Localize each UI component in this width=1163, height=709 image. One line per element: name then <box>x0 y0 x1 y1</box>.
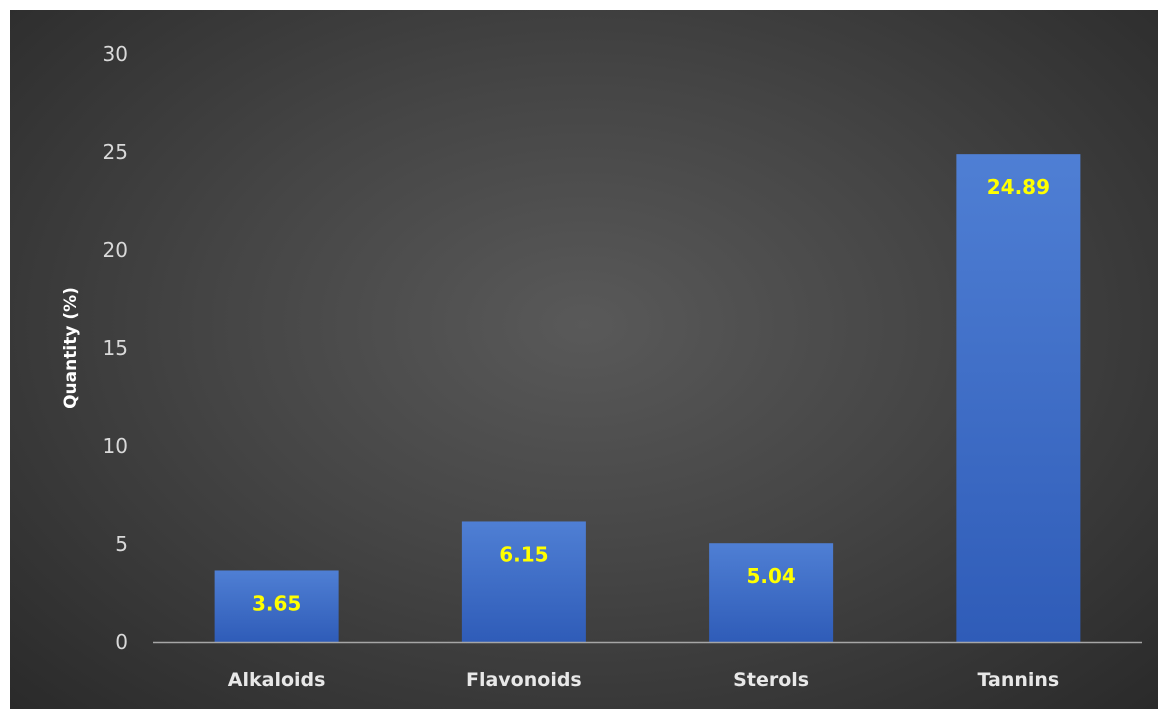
category-label: Sterols <box>733 669 809 691</box>
bar-flavonoids <box>461 521 586 642</box>
data-label: 24.89 <box>987 175 1050 199</box>
data-labels: 3.65 6.15 5.04 24.89 <box>252 175 1050 615</box>
bar-alkaloids <box>214 570 339 642</box>
data-label: 6.15 <box>499 542 548 566</box>
y-tick-label: 10 <box>103 434 128 458</box>
y-axis-title: Quantity (%) <box>61 287 81 409</box>
bar-chart: 0 5 10 15 20 25 30 3.65 6.15 5.04 24.89 Alkaloids… <box>61 42 1142 691</box>
y-axis-ticks: 0 5 10 15 20 25 30 <box>103 42 128 654</box>
y-tick-label: 0 <box>115 630 128 654</box>
category-labels: Alkaloids Flavonoids Sterols Tannins <box>228 669 1059 691</box>
bar-tannins <box>956 154 1081 642</box>
y-tick-label: 20 <box>103 238 128 262</box>
data-label: 5.04 <box>746 564 795 588</box>
chart-area: 0 5 10 15 20 25 30 3.65 6.15 5.04 24.89 Alkaloids… <box>10 10 1158 709</box>
y-tick-label: 30 <box>103 42 128 66</box>
category-label: Alkaloids <box>228 669 326 691</box>
y-tick-label: 5 <box>115 532 128 556</box>
data-label: 3.65 <box>252 591 301 615</box>
y-tick-label: 15 <box>103 336 128 360</box>
category-label: Tannins <box>978 669 1060 691</box>
bar-sterols <box>709 543 834 642</box>
bars <box>214 154 1081 642</box>
category-label: Flavonoids <box>466 669 582 691</box>
y-tick-label: 25 <box>103 140 128 164</box>
